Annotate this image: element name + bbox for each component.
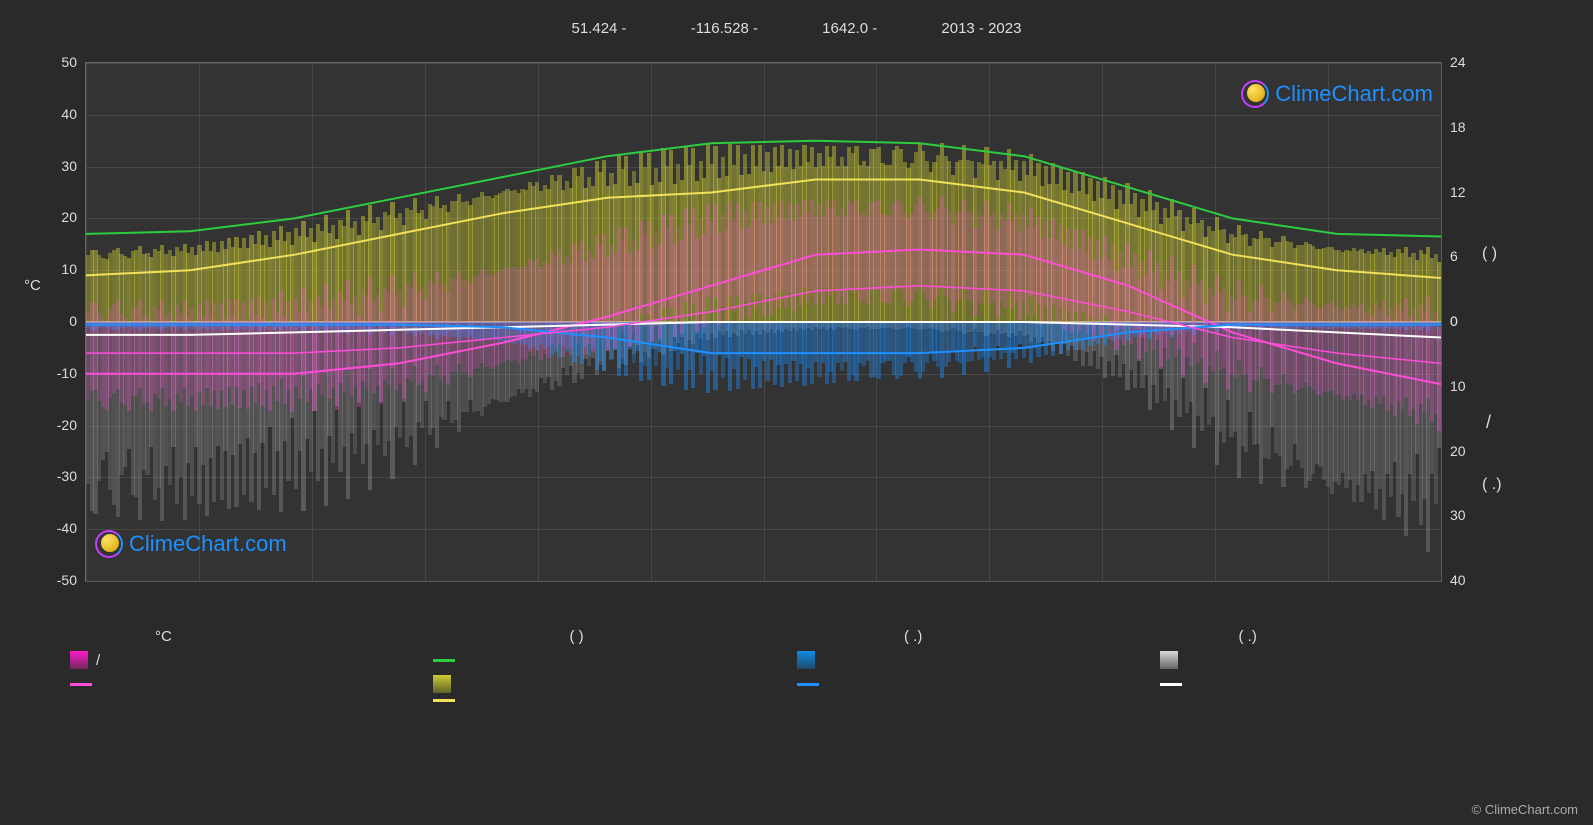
y-tick-right-bottom: 30 — [1450, 507, 1490, 523]
chart-container: 51.424 - -116.528 - 1642.0 - 2013 - 2023… — [0, 0, 1593, 825]
legend-line — [433, 659, 455, 662]
legend-swatch — [70, 651, 88, 669]
legend-swatch — [433, 675, 451, 693]
y-axis-label-right-bottom: ( .) — [1482, 476, 1502, 494]
y-axis-label-left: °C — [24, 277, 41, 294]
y-tick-left: -40 — [37, 520, 77, 536]
legend-swatch — [797, 651, 815, 669]
y-tick-right-top: 12 — [1450, 184, 1490, 200]
legend-header-snow: ( .) — [1239, 628, 1257, 645]
legend-header-rain: ( .) — [904, 628, 922, 645]
y-tick-left: 20 — [37, 209, 77, 225]
y-tick-left: -30 — [37, 468, 77, 484]
copyright: © ClimeChart.com — [1472, 802, 1578, 817]
legend-body: / — [0, 651, 1593, 702]
y-tick-right-top: 18 — [1450, 119, 1490, 135]
legend: °C ( ) ( .) ( .) / — [0, 628, 1593, 708]
y-tick-right-bottom: 0 — [1450, 313, 1490, 329]
legend-swatch — [1160, 651, 1178, 669]
y-tick-left: 0 — [37, 313, 77, 329]
legend-line — [433, 699, 455, 702]
legend-line — [1160, 683, 1182, 686]
y-tick-right-bottom: 10 — [1450, 378, 1490, 394]
climechart-logo-icon — [1241, 80, 1269, 108]
y-tick-left: -50 — [37, 572, 77, 588]
y-tick-right-top: 24 — [1450, 54, 1490, 70]
legend-header-sun: ( ) — [570, 628, 584, 645]
legend-header-temp: °C — [155, 628, 172, 645]
legend-line — [797, 683, 819, 686]
y-tick-left: 10 — [37, 261, 77, 277]
y-tick-right-bottom: 40 — [1450, 572, 1490, 588]
y-tick-left: -10 — [37, 365, 77, 381]
elevation-label: 1642.0 - — [822, 20, 877, 37]
climechart-logo-icon — [95, 530, 123, 558]
legend-headers: °C ( ) ( .) ( .) — [0, 628, 1593, 645]
y-tick-left: 30 — [37, 158, 77, 174]
latitude-label: 51.424 - — [572, 20, 627, 37]
watermark-text: ClimeChart.com — [1275, 81, 1433, 107]
y-tick-left: 50 — [37, 54, 77, 70]
y-axis-label-right-mid: / — [1486, 412, 1491, 433]
watermark-top: ClimeChart.com — [1241, 80, 1433, 108]
legend-line — [70, 683, 92, 686]
y-axis-label-right-top: ( ) — [1482, 245, 1497, 263]
watermark-bottom: ClimeChart.com — [95, 530, 287, 558]
legend-label: / — [96, 652, 100, 669]
header-metadata: 51.424 - -116.528 - 1642.0 - 2013 - 2023 — [0, 20, 1593, 37]
years-label: 2013 - 2023 — [941, 20, 1021, 37]
plot-area — [85, 62, 1442, 582]
y-tick-right-bottom: 20 — [1450, 443, 1490, 459]
y-tick-left: 40 — [37, 106, 77, 122]
watermark-text-2: ClimeChart.com — [129, 531, 287, 557]
longitude-label: -116.528 - — [691, 20, 758, 37]
y-tick-left: -20 — [37, 417, 77, 433]
